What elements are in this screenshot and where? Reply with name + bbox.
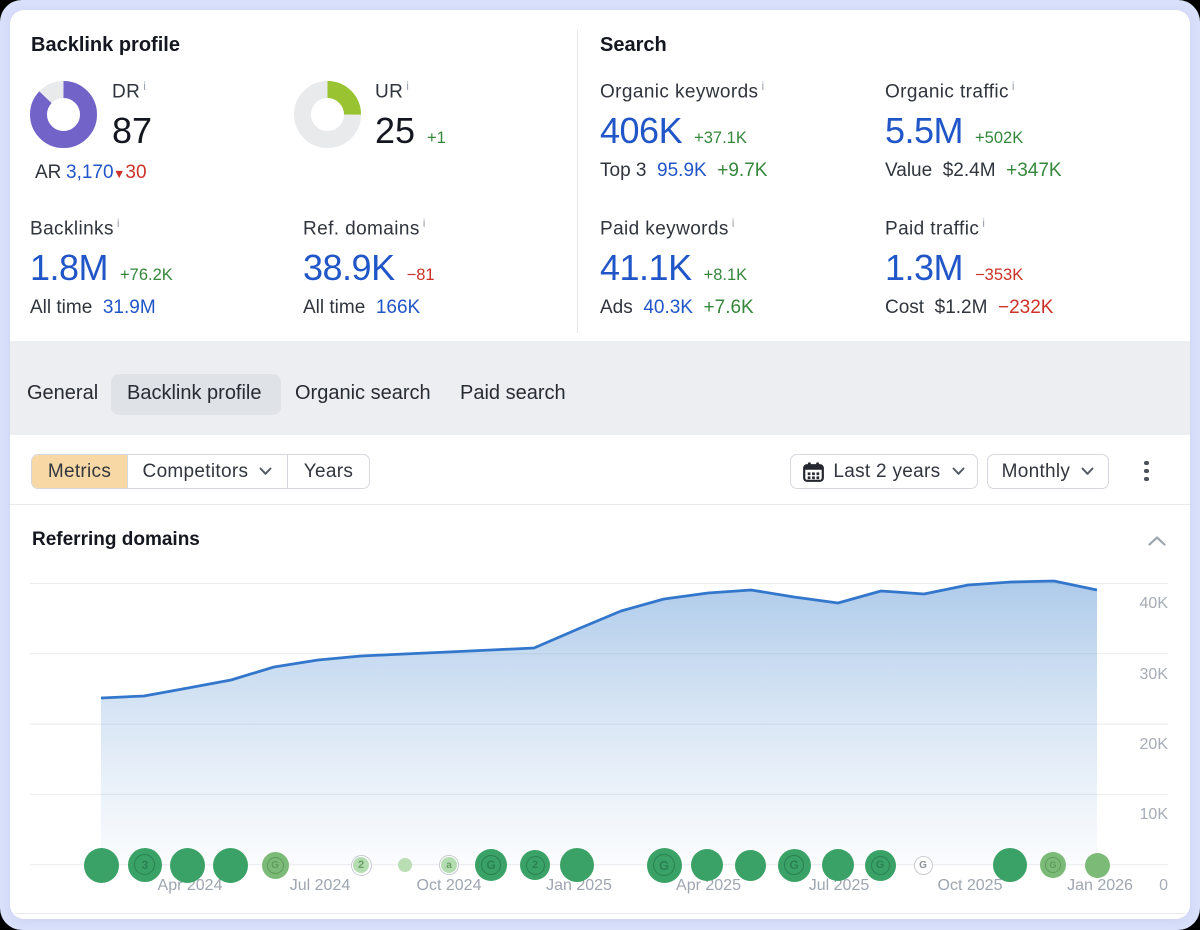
svg-text:Jan 2025: Jan 2025 (546, 877, 612, 894)
svg-text:0: 0 (1159, 877, 1168, 894)
svg-text:Apr 2024: Apr 2024 (158, 877, 223, 894)
svg-text:Jul 2024: Jul 2024 (290, 877, 351, 894)
svg-text:Oct 2025: Oct 2025 (938, 877, 1003, 894)
svg-text:40K: 40K (1140, 595, 1169, 612)
svg-text:Oct 2024: Oct 2024 (417, 877, 482, 894)
svg-text:Jul 2025: Jul 2025 (809, 877, 870, 894)
svg-text:Apr 2025: Apr 2025 (676, 877, 741, 894)
svg-text:30K: 30K (1140, 666, 1169, 683)
svg-text:10K: 10K (1140, 806, 1169, 823)
svg-text:Jan 2026: Jan 2026 (1067, 877, 1133, 894)
svg-text:20K: 20K (1140, 736, 1169, 753)
